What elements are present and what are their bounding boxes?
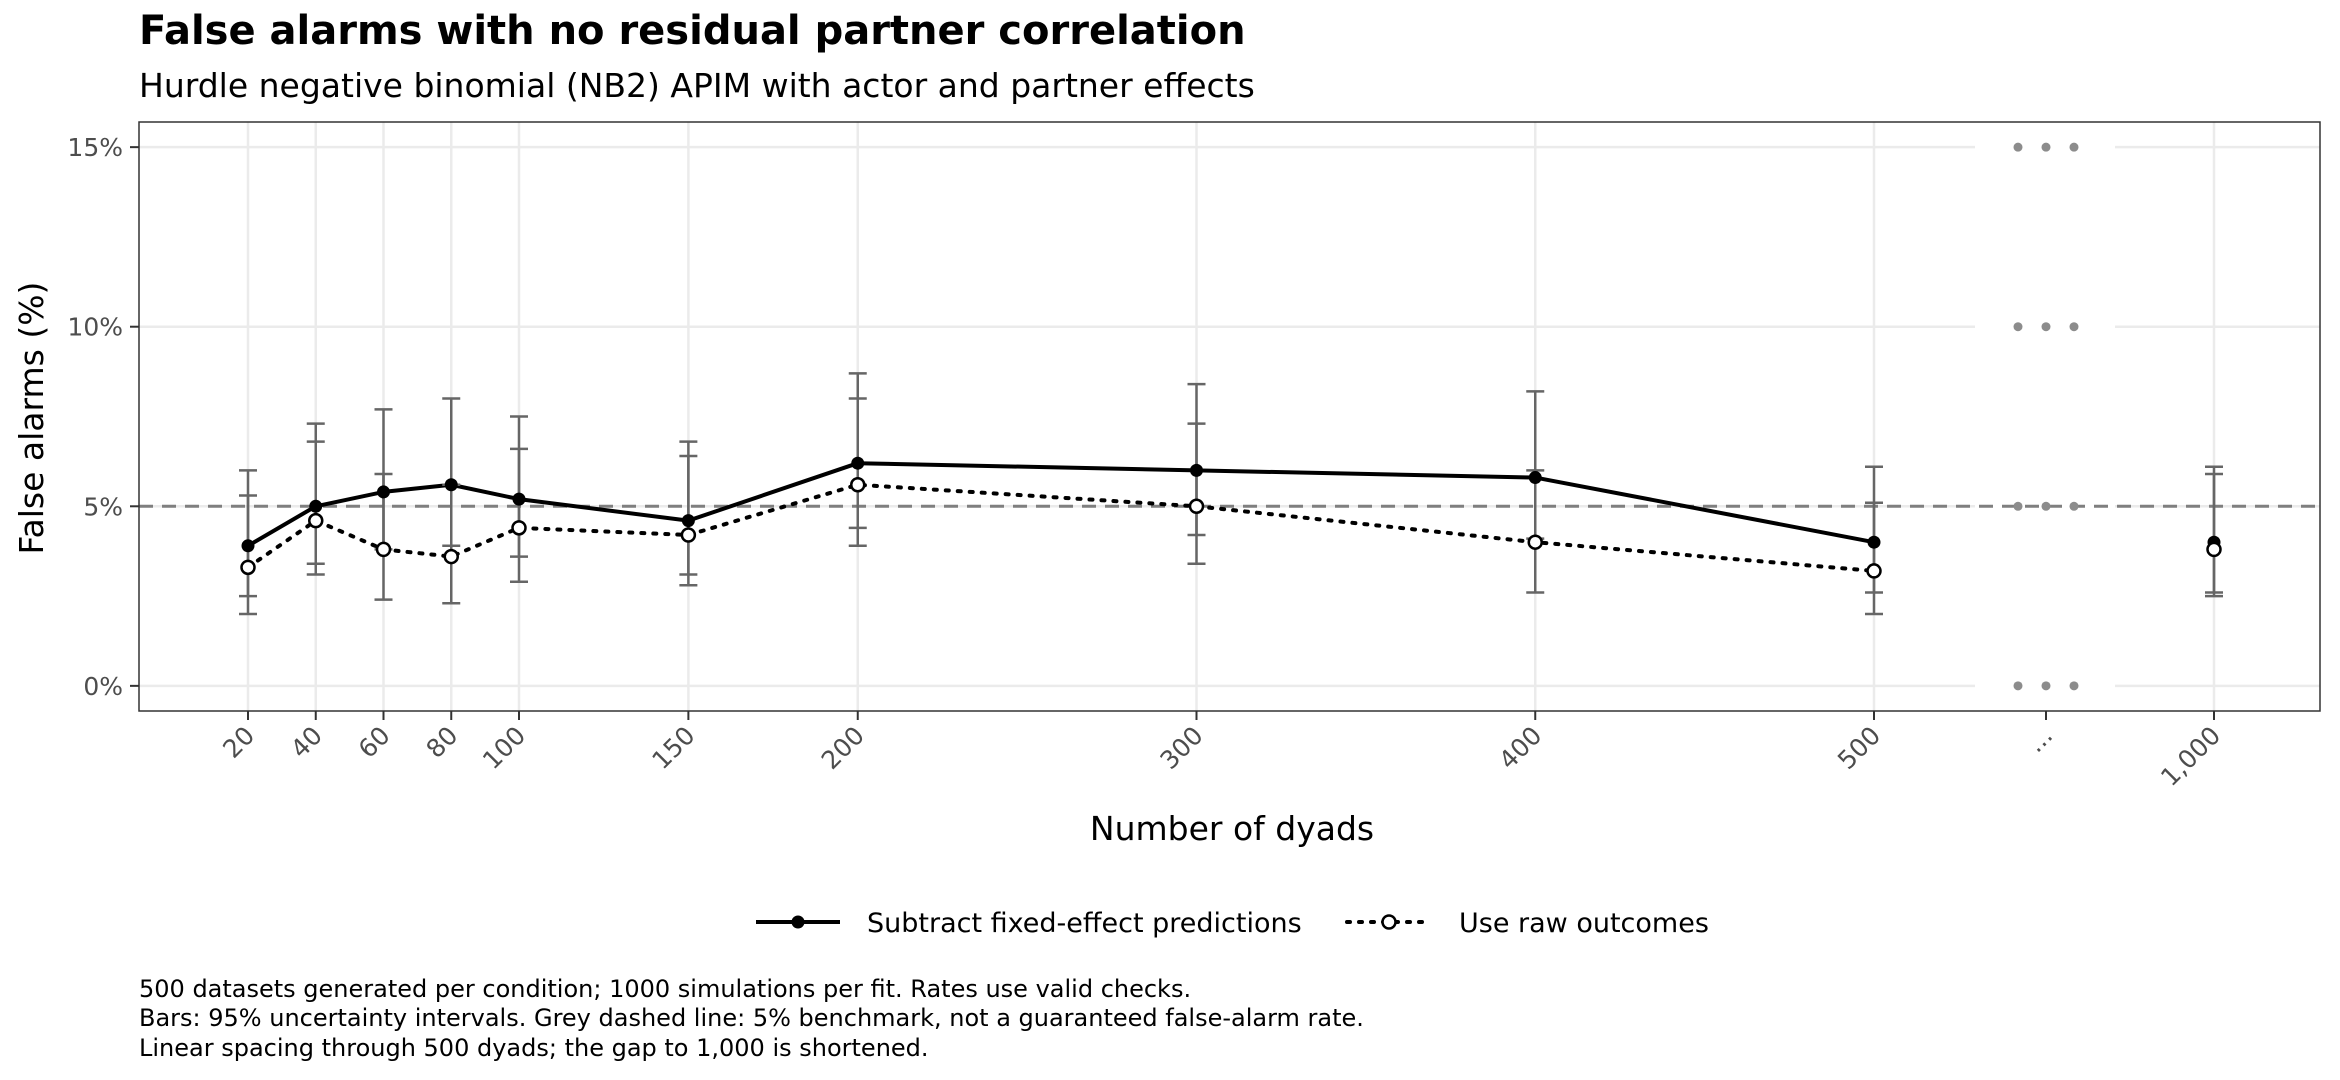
data-point-raw-outcomes	[2206, 541, 2222, 558]
x-tick-label: ...	[2021, 721, 2058, 758]
data-point-subtract-fixed-effect	[309, 499, 323, 513]
x-tick-label: 400	[1493, 721, 1547, 775]
axis-break-dot	[2041, 681, 2051, 691]
data-point-raw-outcomes	[308, 512, 324, 529]
legend-label-subtract-fixed-effect: Subtract fixed-effect predictions	[867, 908, 1302, 939]
x-tick-label: 40	[285, 721, 328, 764]
y-tick-label: 10%	[67, 313, 123, 342]
axis-break-dot	[2041, 142, 2051, 152]
x-tick-label: 100	[477, 721, 531, 775]
data-point-raw-outcomes	[1866, 563, 1882, 579]
legend-item-raw-outcomes: Use raw outcomes	[1345, 908, 1709, 939]
x-tick-label: 1,000	[2155, 721, 2226, 792]
legend-key-filled-marker	[791, 915, 805, 929]
axis-break-dot	[2069, 322, 2079, 332]
axis-break-dot	[2041, 501, 2051, 511]
data-point-subtract-fixed-effect	[1867, 535, 1881, 549]
data-point-raw-outcomes	[240, 559, 256, 576]
caption: 500 datasets generated per condition; 10…	[139, 975, 1364, 1062]
data-point-subtract-fixed-effect	[377, 485, 390, 499]
chart-title: False alarms with no residual partner co…	[139, 8, 1246, 54]
axis-break-dot	[2041, 322, 2051, 332]
axis-break-dot	[2069, 501, 2079, 511]
axis-break-dot	[2013, 142, 2023, 152]
y-tick-label: 5%	[83, 492, 123, 521]
x-axis-title: Number of dyads	[1090, 809, 1374, 848]
x-tick-label: 500	[1832, 721, 1886, 775]
panel-background	[139, 122, 2320, 711]
x-tick-label: 60	[353, 721, 396, 764]
data-point-subtract-fixed-effect	[241, 539, 255, 553]
y-axis-title: False alarms (%)	[12, 282, 51, 555]
axis-break-dot	[2013, 501, 2023, 511]
legend: Subtract fixed-effect predictions Use ra…	[756, 908, 1709, 939]
y-tick-label: 15%	[67, 133, 123, 162]
data-point-subtract-fixed-effect	[444, 478, 458, 492]
x-tick-label: 20	[217, 721, 260, 764]
caption-line-2: Bars: 95% uncertainty intervals. Grey da…	[139, 1004, 1364, 1032]
legend-item-subtract-fixed-effect: Subtract fixed-effect predictions	[756, 908, 1302, 939]
panel-border	[138, 121, 2321, 712]
data-point-subtract-fixed-effect	[512, 492, 526, 506]
series-line-raw-outcomes	[246, 482, 1876, 573]
caption-line-3: Linear spacing through 500 dyads; the ga…	[139, 1034, 929, 1062]
data-point-raw-outcomes	[1188, 498, 1205, 515]
series-line-subtract-fixed-effect	[246, 461, 1875, 548]
data-point-raw-outcomes	[375, 541, 392, 558]
axis-break-dot	[2013, 681, 2023, 691]
x-tick-label: 200	[816, 721, 870, 775]
data-point-subtract-fixed-effect	[1190, 463, 1203, 477]
x-tick-label: 150	[646, 721, 700, 775]
y-tick-label: 0%	[83, 672, 123, 701]
x-tick-label: 80	[420, 721, 463, 764]
data-point-raw-outcomes	[443, 548, 459, 565]
axis-break-dot	[2013, 322, 2023, 332]
legend-label-raw-outcomes: Use raw outcomes	[1459, 908, 1709, 939]
data-point-raw-outcomes	[511, 520, 527, 536]
chart-subtitle: Hurdle negative binomial (NB2) APIM with…	[139, 66, 1255, 105]
plot-panel: 0% 5% 10% 15% 20 40 60 80 100 150 200 300 400 500... 1…	[67, 121, 2321, 792]
legend-key-open-marker	[1381, 914, 1397, 930]
data-point-subtract-fixed-effect	[681, 514, 695, 528]
data-point-raw-outcomes	[1527, 534, 1543, 550]
data-point-subtract-fixed-effect	[1528, 471, 1542, 485]
data-point-subtract-fixed-effect	[851, 456, 865, 470]
data-point-raw-outcomes	[680, 527, 697, 543]
data-point-raw-outcomes	[850, 476, 866, 493]
caption-line-1: 500 datasets generated per condition; 10…	[139, 975, 1191, 1003]
axis-break-dot	[2069, 681, 2079, 691]
axis-break-dot	[2069, 142, 2079, 152]
x-tick-label: 300	[1154, 721, 1208, 775]
